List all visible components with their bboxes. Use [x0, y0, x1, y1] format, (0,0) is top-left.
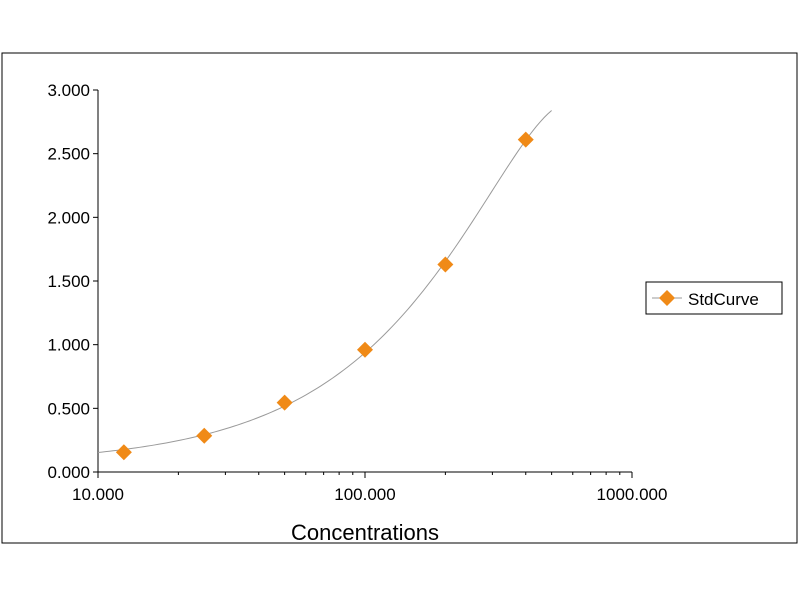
x-tick-label: 10.000: [72, 485, 124, 504]
y-tick-label: 3.000: [47, 81, 90, 100]
data-point: [196, 427, 213, 444]
data-points: [115, 131, 534, 461]
legend: StdCurve: [645, 281, 783, 315]
legend-marker: [659, 290, 675, 306]
y-tick-label: 2.000: [47, 208, 90, 227]
x-axis-label: Concentrations: [291, 520, 439, 545]
y-tick-label: 2.500: [47, 145, 90, 164]
y-tick-label: 1.500: [47, 272, 90, 291]
x-tick-label: 1000.000: [597, 485, 668, 504]
data-point: [115, 444, 132, 461]
data-point: [437, 256, 454, 273]
data-point: [517, 131, 534, 148]
data-point: [357, 341, 373, 358]
x-ticks: 10.000 100.000 1000.000: [72, 472, 667, 504]
y-tick-label: 0.500: [47, 399, 90, 418]
y-axis: 0.000 0.500 1.000 1.500 2.000 2.500 3.000: [47, 81, 99, 482]
y-ticks: 0.000 0.500 1.000 1.500 2.000 2.500 3.000: [47, 81, 98, 482]
trendline: [97, 110, 552, 453]
y-tick-label: 1.000: [47, 336, 90, 355]
y-tick-label: 0.000: [47, 463, 90, 482]
x-tick-label: 100.000: [334, 485, 395, 504]
data-point: [276, 394, 293, 411]
x-axis: 10.000 100.000 1000.000: [72, 471, 667, 504]
legend-label: StdCurve: [688, 290, 759, 309]
